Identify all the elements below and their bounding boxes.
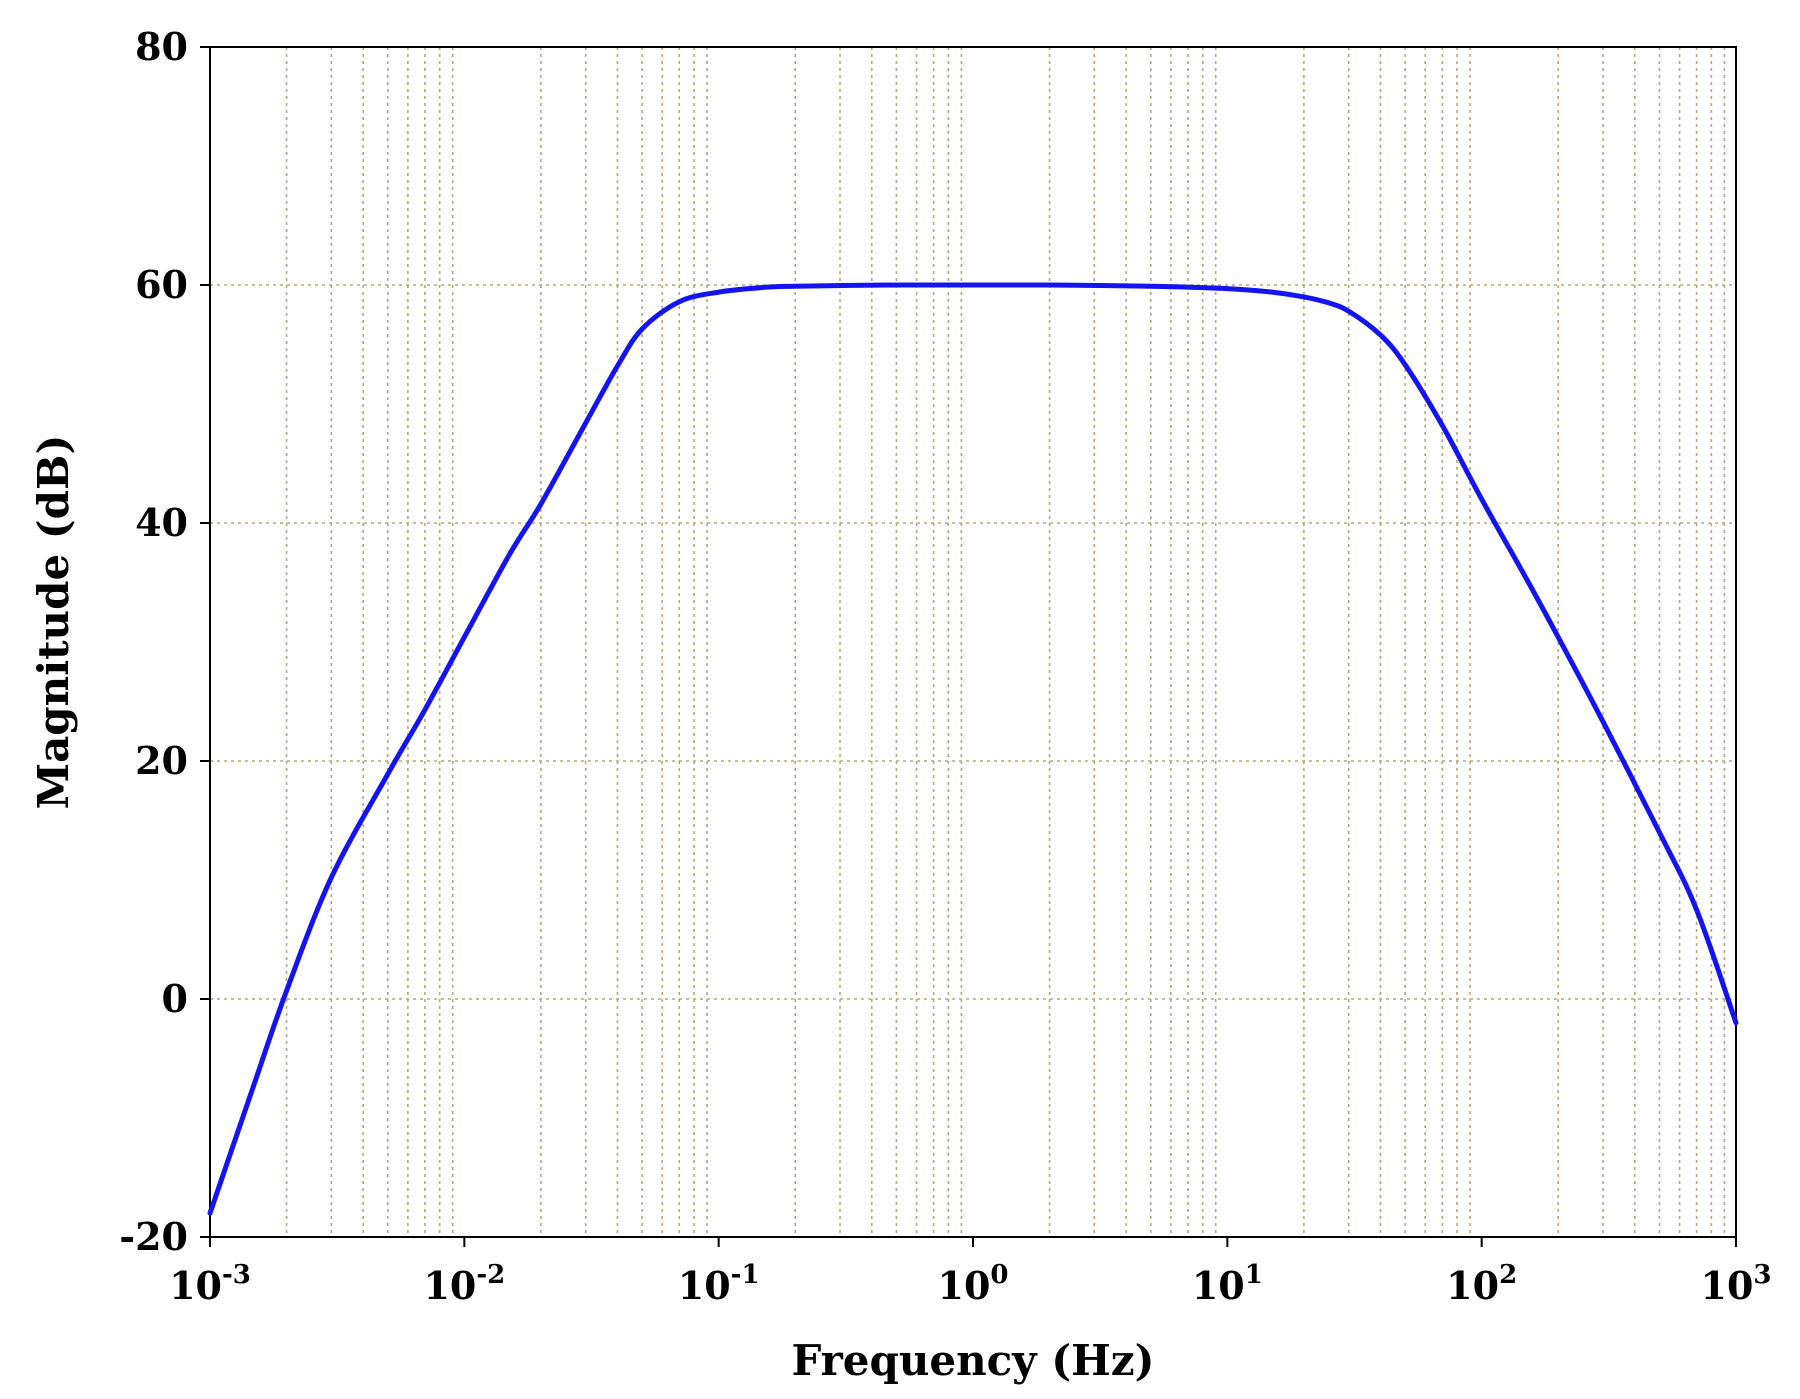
x-tick-label: 10-2 xyxy=(423,1260,505,1308)
y-tick-label: -20 xyxy=(119,1214,188,1259)
y-axis-title: Magnitude (dB) xyxy=(29,435,78,810)
x-axis-title: Frequency (Hz) xyxy=(792,1336,1155,1385)
series-line-magnitude xyxy=(207,282,1739,1216)
y-tick-label: 0 xyxy=(162,976,188,1021)
y-axis-ticks: -20 0 20 40 60 80 xyxy=(119,24,210,1259)
x-tick-label: 10-3 xyxy=(169,1260,251,1308)
x-tick-label: 101 xyxy=(1192,1260,1263,1308)
x-axis-ticks: 10-3 10-2 10-1 100 101 102 103 xyxy=(169,1237,1771,1308)
grid xyxy=(210,47,1736,1237)
y-tick-label: 80 xyxy=(135,24,188,69)
y-tick-label: 40 xyxy=(135,500,188,545)
x-tick-label: 102 xyxy=(1446,1260,1517,1308)
y-tick-label: 60 xyxy=(135,262,188,307)
x-tick-label: 103 xyxy=(1701,1260,1772,1308)
x-tick-label: 100 xyxy=(938,1260,1009,1308)
x-tick-label: 10-1 xyxy=(678,1260,760,1308)
y-tick-label: 20 xyxy=(135,738,188,783)
